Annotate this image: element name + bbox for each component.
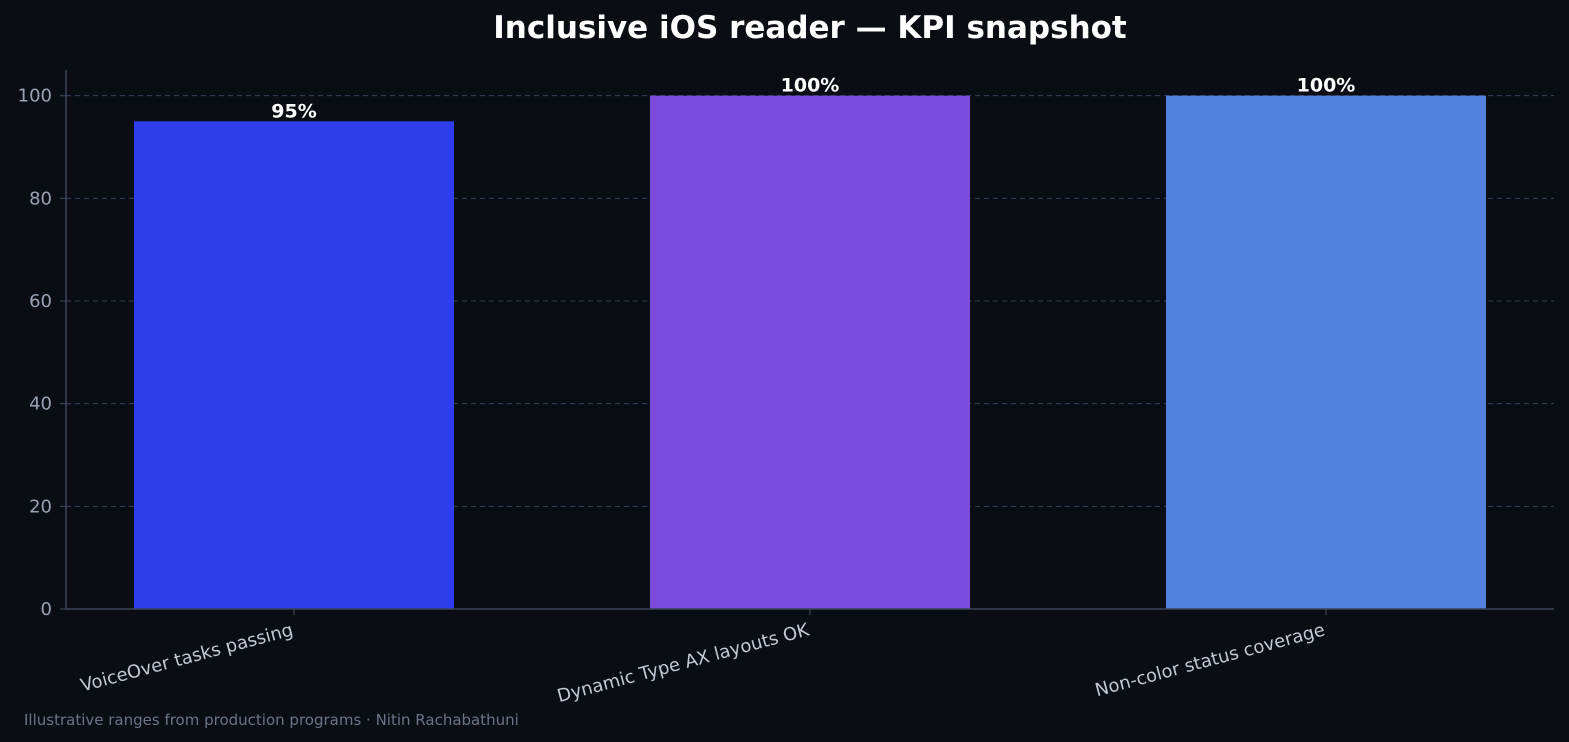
chart-title: Inclusive iOS reader — KPI snapshot	[493, 10, 1127, 46]
bar	[650, 95, 970, 609]
axes	[60, 70, 1554, 615]
y-tick-label: 80	[29, 188, 52, 209]
bar	[1166, 95, 1486, 609]
y-tick-label: 40	[29, 394, 52, 415]
category-label: Dynamic Type AX layouts OK	[555, 619, 813, 707]
category-label: Non-color status coverage	[1093, 620, 1327, 702]
category-label: VoiceOver tasks passing	[78, 620, 295, 697]
data-label: 100%	[1297, 75, 1356, 97]
data-label: 100%	[781, 75, 840, 97]
footnote: Illustrative ranges from production prog…	[24, 711, 519, 729]
y-tick-label: 20	[29, 496, 52, 517]
bars	[134, 95, 1486, 609]
y-tick-label: 0	[41, 599, 52, 620]
bar	[134, 121, 454, 609]
y-tick-label: 100	[18, 86, 52, 107]
data-label: 95%	[271, 100, 316, 122]
y-tick-label: 60	[29, 291, 52, 312]
